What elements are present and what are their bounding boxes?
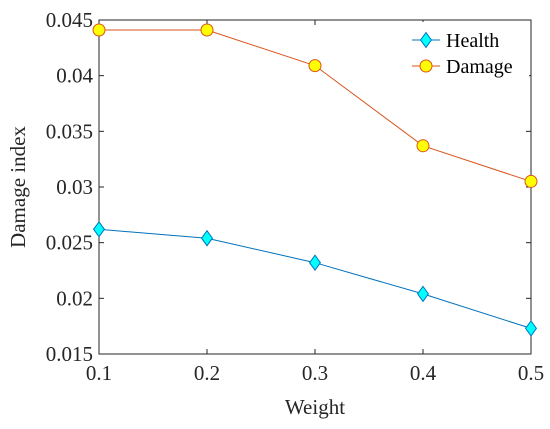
axes: 0.1 0.2 0.3 0.4 0.5 0.015 0.02 0.025 0.03 0.035 0.… <box>46 8 544 385</box>
x-tick-label: 0.5 <box>518 361 544 385</box>
y-tick-label: 0.045 <box>46 8 93 32</box>
plot-series <box>92 23 538 337</box>
legend-symbol-damage <box>419 59 433 73</box>
legend-symbol-health <box>419 31 433 49</box>
legend-label-damage: Damage <box>446 56 513 78</box>
x-tick-label: 0.3 <box>302 361 328 385</box>
data-point-damage <box>308 59 322 73</box>
x-tick-label: 0.2 <box>194 361 220 385</box>
legend-box <box>407 22 529 86</box>
data-point-damage <box>92 23 106 37</box>
data-point-health <box>308 254 322 272</box>
x-axis-title: Weight <box>285 395 345 419</box>
y-tick-label: 0.02 <box>56 286 93 310</box>
y-tick-label: 0.03 <box>56 175 93 199</box>
x-tick-label: 0.1 <box>86 361 112 385</box>
series-damage <box>92 23 538 188</box>
data-point-health <box>524 320 538 337</box>
legend-marker-damage <box>419 59 433 73</box>
data-point-damage <box>200 23 214 37</box>
y-axis-title: Damage index <box>6 126 30 248</box>
y-tick-label: 0.025 <box>46 231 93 255</box>
data-point-health <box>92 220 106 238</box>
y-tick-label: 0.035 <box>46 119 93 143</box>
y-tick-label: 0.04 <box>56 64 93 88</box>
series-line-health <box>98 228 532 329</box>
legend: Health Damage <box>407 22 529 86</box>
series-health <box>92 220 538 337</box>
data-point-health <box>200 229 214 247</box>
data-point-damage <box>524 174 538 188</box>
data-point-damage <box>416 139 430 153</box>
data-point-health <box>416 285 430 303</box>
legend-label-health: Health <box>446 30 499 52</box>
y-tick-label: 0.015 <box>46 342 93 366</box>
legend-marker-health <box>419 31 433 49</box>
x-tick-label: 0.4 <box>410 361 437 385</box>
